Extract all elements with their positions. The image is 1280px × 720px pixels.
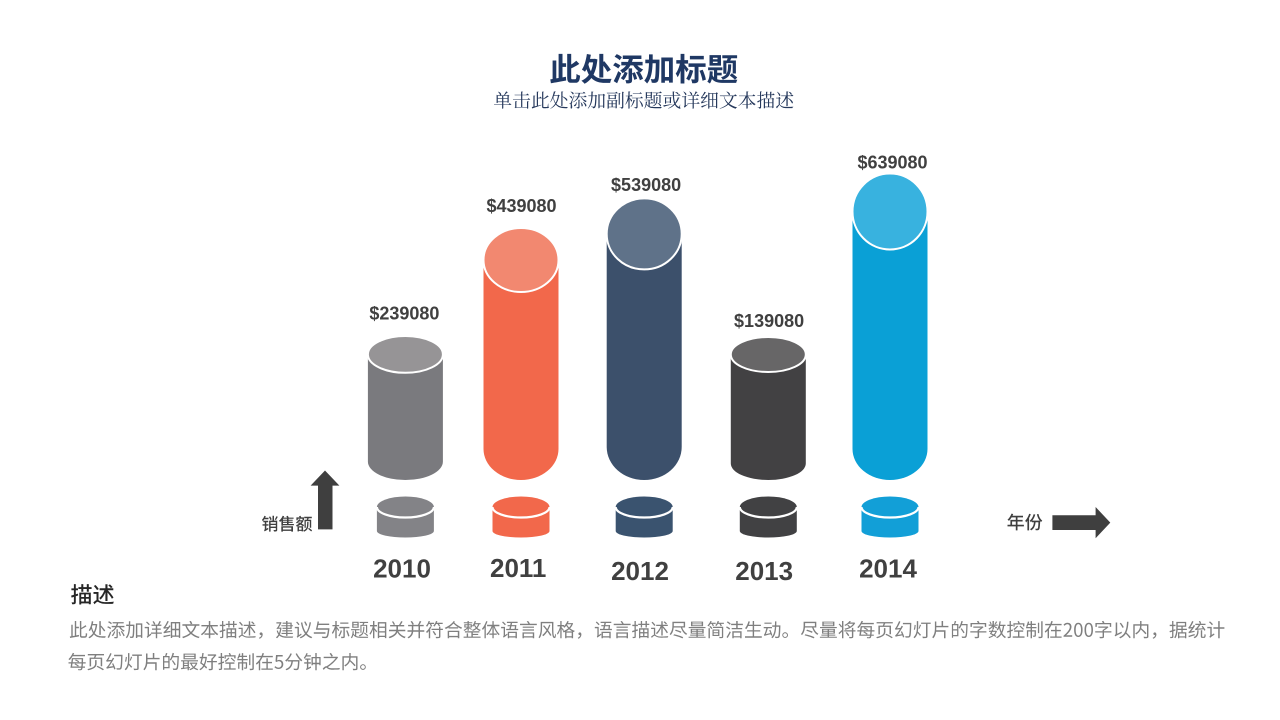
svg-text:2011: 2011 xyxy=(490,553,546,583)
svg-text:2013: 2013 xyxy=(735,556,793,586)
svg-text:2014: 2014 xyxy=(859,553,917,583)
svg-text:$139080: $139080 xyxy=(734,311,804,331)
svg-text:2012: 2012 xyxy=(611,556,669,586)
svg-text:2010: 2010 xyxy=(373,553,431,583)
svg-text:$639080: $639080 xyxy=(857,153,927,173)
svg-text:$439080: $439080 xyxy=(486,196,556,216)
svg-text:$239080: $239080 xyxy=(369,304,439,324)
svg-text:$539080: $539080 xyxy=(611,175,681,195)
